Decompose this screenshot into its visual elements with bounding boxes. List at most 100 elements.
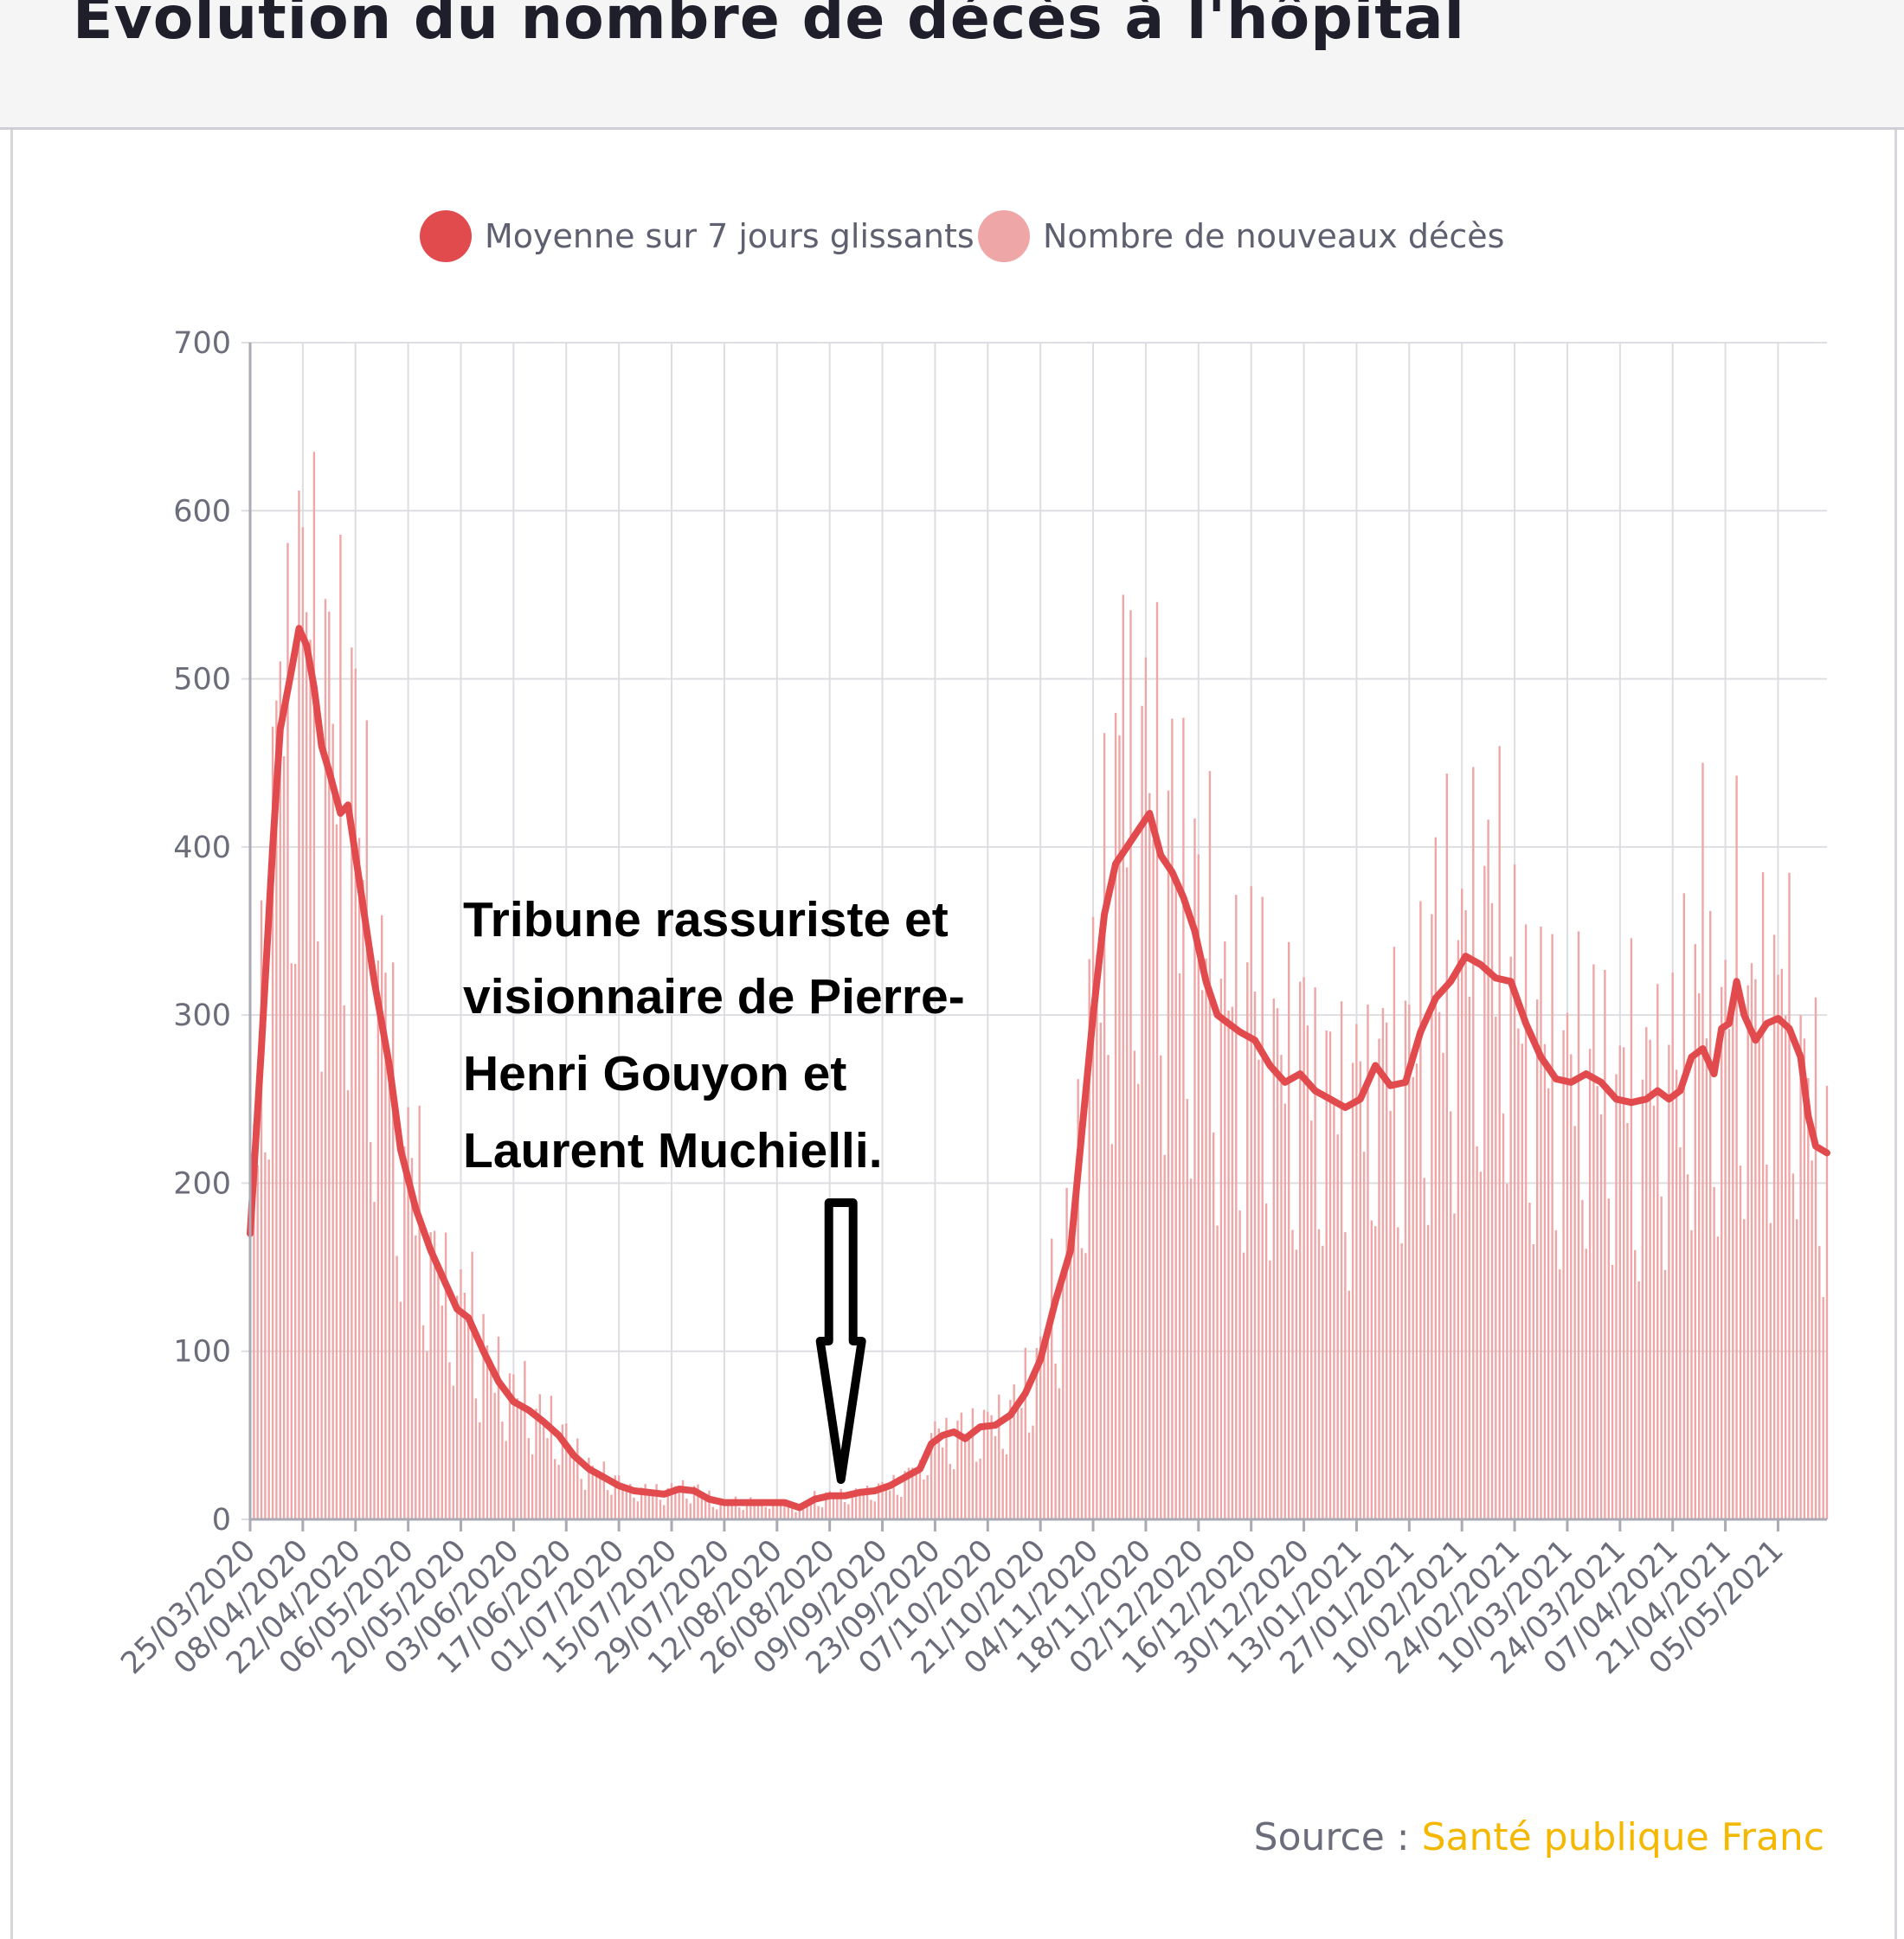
daily-bar: [730, 1505, 733, 1519]
daily-bar: [1367, 1004, 1369, 1519]
daily-bar: [1577, 931, 1580, 1519]
daily-bar: [884, 1484, 888, 1519]
daily-bar: [1009, 1400, 1012, 1519]
daily-bar: [1201, 990, 1204, 1519]
daily-bar: [264, 1152, 267, 1519]
daily-bar: [640, 1487, 643, 1519]
daily-bar: [655, 1484, 658, 1519]
daily-bar: [576, 1438, 579, 1519]
daily-bar: [1261, 896, 1264, 1519]
daily-bar: [407, 1107, 409, 1519]
daily-bar: [1464, 910, 1467, 1519]
daily-bar: [1389, 1110, 1392, 1519]
daily-bar: [1536, 999, 1539, 1519]
daily-bar: [1080, 1248, 1084, 1519]
daily-bar: [839, 1488, 842, 1519]
daily-bar: [1517, 1028, 1520, 1519]
daily-bar: [1163, 1154, 1166, 1519]
daily-bar: [482, 1313, 485, 1519]
daily-bar: [768, 1508, 771, 1519]
daily-bar: [1328, 1031, 1332, 1519]
daily-bar: [670, 1483, 673, 1519]
daily-bar: [1623, 1047, 1625, 1519]
y-tick-label: 0: [212, 1503, 231, 1538]
daily-bar: [1599, 1114, 1603, 1519]
daily-bar: [1126, 867, 1129, 1519]
daily-bar: [1381, 1008, 1385, 1519]
daily-bar: [652, 1493, 654, 1519]
daily-bar: [501, 1422, 504, 1519]
source-label: Source :: [1253, 1815, 1410, 1859]
legend-daily-label[interactable]: Nombre de nouveaux décès: [1043, 217, 1504, 255]
daily-bar: [1566, 1012, 1569, 1519]
legend-average-label[interactable]: Moyenne sur 7 jours glissants: [485, 217, 975, 255]
daily-bar: [490, 1371, 492, 1519]
daily-bar: [1630, 938, 1633, 1519]
daily-bar: [1107, 1055, 1110, 1519]
daily-bar: [1423, 1178, 1425, 1519]
daily-bar: [471, 1251, 473, 1519]
y-tick-label: 500: [173, 663, 231, 697]
daily-bar: [343, 1005, 345, 1519]
daily-bar: [787, 1500, 789, 1519]
daily-bar: [339, 534, 342, 1519]
daily-bar: [907, 1467, 910, 1519]
daily-bar: [1362, 1152, 1366, 1519]
header: Evolution du nombre de décès à l'hôpital: [0, 0, 1904, 130]
daily-bar: [1235, 895, 1238, 1519]
source-line: Source : Santé publique Franc: [1254, 1815, 1824, 1859]
daily-bar: [448, 1362, 451, 1519]
daily-bar: [1645, 1027, 1648, 1519]
daily-bar: [1246, 962, 1249, 1519]
daily-bar: [723, 1499, 726, 1519]
daily-bar: [1314, 987, 1316, 1519]
daily-bar: [865, 1486, 869, 1519]
daily-bar: [1754, 979, 1757, 1519]
daily-bar: [282, 756, 286, 1519]
daily-bar: [1174, 881, 1177, 1519]
daily-bar: [1027, 1432, 1031, 1519]
daily-bar: [320, 1071, 323, 1519]
x-axis-ticks: 25/03/202008/04/202022/04/202006/05/2020…: [114, 1519, 1791, 1681]
daily-bar: [802, 1504, 805, 1519]
daily-bar: [1133, 1050, 1136, 1519]
daily-bar: [1588, 1049, 1592, 1519]
daily-bar: [1743, 1219, 1746, 1519]
average-line: [247, 625, 1830, 1512]
daily-bar: [1404, 1000, 1407, 1519]
daily-bar: [1547, 1088, 1550, 1519]
daily-bar: [1152, 839, 1155, 1519]
daily-bar: [1276, 1008, 1279, 1519]
daily-bar: [554, 1459, 556, 1519]
daily-bar: [1785, 1015, 1787, 1519]
daily-bar: [1118, 735, 1121, 1519]
daily-bar: [779, 1502, 782, 1519]
daily-bar: [433, 1230, 436, 1519]
daily-bar: [497, 1336, 500, 1519]
daily-bar: [306, 612, 308, 1519]
daily-bar: [1258, 1059, 1260, 1519]
daily-bar: [791, 1508, 794, 1519]
daily-bar: [1062, 1266, 1065, 1519]
source-link[interactable]: Santé publique Franc: [1421, 1815, 1824, 1859]
daily-bar: [1351, 1063, 1354, 1519]
daily-bar: [1825, 1086, 1829, 1519]
daily-bar: [1607, 1198, 1610, 1519]
daily-bar: [772, 1501, 775, 1519]
daily-bar: [915, 1472, 917, 1519]
daily-bar: [1186, 1099, 1188, 1519]
daily-bar: [1182, 717, 1185, 1519]
daily-bar: [328, 611, 331, 1519]
daily-bar: [335, 824, 338, 1519]
daily-bar: [1219, 979, 1223, 1519]
daily-bar: [1705, 1038, 1708, 1519]
daily-bar: [1415, 1063, 1418, 1519]
daily-bar: [1213, 1132, 1215, 1519]
daily-bar: [1611, 1264, 1614, 1519]
daily-bar: [1615, 1074, 1618, 1519]
daily-bar: [1426, 1224, 1430, 1519]
daily-bar: [1091, 916, 1095, 1519]
daily-bar: [911, 1467, 914, 1519]
daily-bar: [625, 1488, 627, 1519]
daily-bar: [256, 1165, 259, 1519]
